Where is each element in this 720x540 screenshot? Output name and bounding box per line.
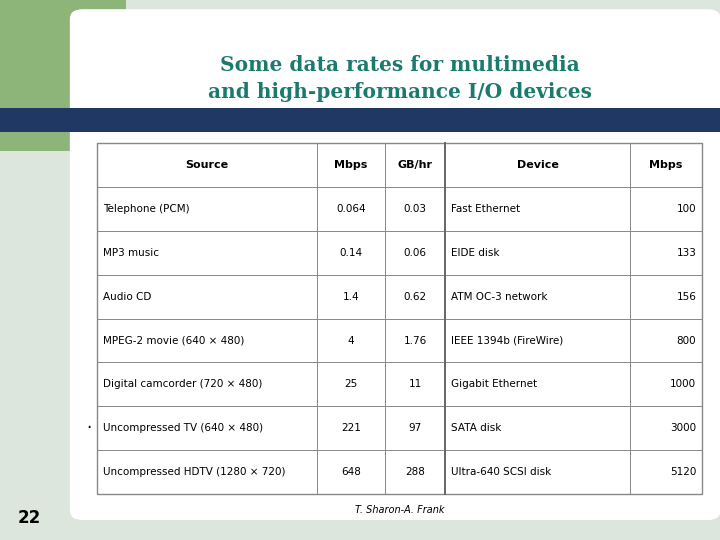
Text: ATM OC-3 network: ATM OC-3 network (451, 292, 547, 302)
Text: Telephone (PCM): Telephone (PCM) (103, 204, 189, 214)
Text: 1000: 1000 (670, 380, 696, 389)
Text: T. Sharon-A. Frank: T. Sharon-A. Frank (355, 505, 444, 515)
Bar (97, 143, 702, 494)
Text: 11: 11 (408, 380, 422, 389)
Text: Mbps: Mbps (334, 160, 368, 170)
Text: 288: 288 (405, 467, 425, 477)
Bar (0, 0, 126, 151)
Bar (0, 108, 720, 132)
Text: Mbps: Mbps (649, 160, 683, 170)
Text: 0.064: 0.064 (336, 204, 366, 214)
Text: 97: 97 (408, 423, 422, 433)
Text: Uncompressed TV (640 × 480): Uncompressed TV (640 × 480) (103, 423, 263, 433)
Text: IEEE 1394b (FireWire): IEEE 1394b (FireWire) (451, 335, 563, 346)
Text: SATA disk: SATA disk (451, 423, 501, 433)
Text: 0.03: 0.03 (404, 204, 426, 214)
Text: 22: 22 (17, 509, 40, 528)
Text: Digital camcorder (720 × 480): Digital camcorder (720 × 480) (103, 380, 262, 389)
Text: EIDE disk: EIDE disk (451, 248, 499, 258)
Text: 5120: 5120 (670, 467, 696, 477)
Text: 133: 133 (676, 248, 696, 258)
Text: 1.4: 1.4 (343, 292, 359, 302)
Text: Uncompressed HDTV (1280 × 720): Uncompressed HDTV (1280 × 720) (103, 467, 285, 477)
Text: MP3 music: MP3 music (103, 248, 159, 258)
Text: 800: 800 (677, 335, 696, 346)
Text: 25: 25 (344, 380, 358, 389)
Text: Ultra-640 SCSI disk: Ultra-640 SCSI disk (451, 467, 551, 477)
Text: 221: 221 (341, 423, 361, 433)
Text: 0.62: 0.62 (403, 292, 427, 302)
Text: 3000: 3000 (670, 423, 696, 433)
Text: 156: 156 (676, 292, 696, 302)
Text: ·: · (86, 419, 91, 437)
Text: Audio CD: Audio CD (103, 292, 151, 302)
Text: GB/hr: GB/hr (397, 160, 433, 170)
Text: and high-performance I/O devices: and high-performance I/O devices (207, 82, 592, 102)
Text: 100: 100 (677, 204, 696, 214)
Text: 1.76: 1.76 (403, 335, 427, 346)
Text: Gigabit Ethernet: Gigabit Ethernet (451, 380, 537, 389)
Text: 4: 4 (348, 335, 354, 346)
Text: Some data rates for multimedia: Some data rates for multimedia (220, 55, 580, 75)
Text: Source: Source (186, 160, 228, 170)
FancyBboxPatch shape (70, 9, 720, 520)
Text: 648: 648 (341, 467, 361, 477)
Text: 0.14: 0.14 (339, 248, 363, 258)
Text: Device: Device (516, 160, 559, 170)
Text: 0.06: 0.06 (404, 248, 426, 258)
Text: MPEG-2 movie (640 × 480): MPEG-2 movie (640 × 480) (103, 335, 244, 346)
Text: Fast Ethernet: Fast Ethernet (451, 204, 520, 214)
